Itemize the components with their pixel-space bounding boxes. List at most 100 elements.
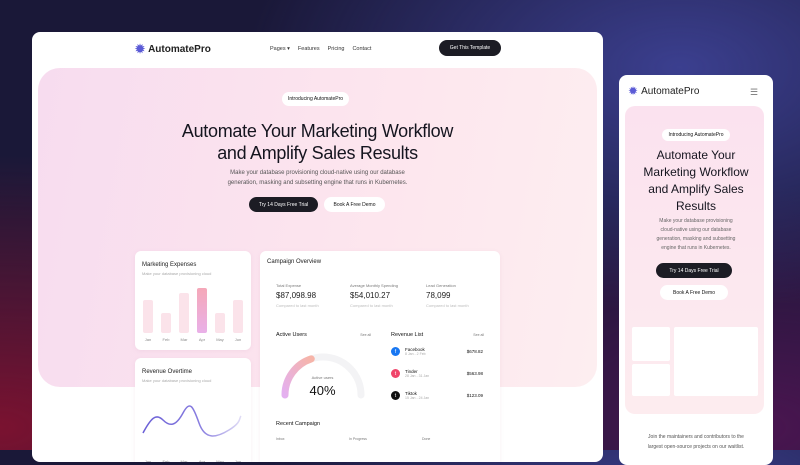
sub-line: Make your database provisioning	[659, 218, 733, 224]
month-label: May	[216, 337, 224, 342]
card-title: Marketing Expenses	[142, 262, 197, 268]
chevron-down-icon: ▾	[287, 46, 290, 52]
gauge-label: Active users	[311, 375, 334, 380]
revenue-dates: 15 Jan - 24 Jan	[405, 396, 430, 400]
revenue-amount: $123.09	[466, 393, 483, 398]
revenue-row[interactable]: t Tiktok 15 Jan - 24 Jan $123.09	[391, 391, 483, 400]
waitlist-text: Join the maintainers and contributors to…	[619, 432, 773, 452]
month-label: Apr	[198, 337, 206, 342]
month-label: Feb	[162, 337, 170, 342]
expense-bar	[215, 313, 225, 333]
expense-bar	[179, 293, 189, 333]
revenue-dates: 28 Jan - 31 Jan	[405, 374, 430, 378]
see-all-link[interactable]: See all	[473, 333, 484, 337]
get-template-button[interactable]: Get This Template	[439, 40, 501, 56]
stat-lead-generation: Lead Generation 78,099 Compared to last mo…	[426, 283, 469, 308]
stat-label: Total Expense	[276, 283, 302, 288]
month-label: Feb	[162, 459, 170, 462]
mobile-book-demo-button[interactable]: Book A Free Demo	[660, 285, 728, 300]
hamburger-menu-icon[interactable]: ☰	[750, 87, 759, 97]
month-label: Jan	[144, 459, 152, 462]
month-label: Mar	[180, 337, 188, 342]
stat-note: Compared to last month	[350, 303, 393, 308]
nav-label: Pages	[270, 46, 286, 52]
tiktok-icon: t	[391, 391, 400, 400]
free-trial-button[interactable]: Try 14 Days Free Trial	[249, 197, 318, 212]
revenue-amount: $678.82	[466, 349, 483, 354]
mini-expenses-card	[632, 327, 670, 361]
mobile-free-trial-button[interactable]: Try 14 Days Free Trial	[656, 263, 732, 278]
title-line: and Amplify Sales	[648, 182, 744, 196]
intro-badge: Introducing AutomatePro	[282, 92, 350, 106]
mobile-logo[interactable]: ✹ AutomatePro	[628, 84, 699, 98]
revenue-dates: 8 Jan - 2 Feb	[405, 352, 426, 356]
gear-logo-icon: ✹	[628, 84, 639, 98]
title-line: Automate Your Marketing Workflow	[181, 121, 454, 141]
month-label: May	[216, 459, 224, 462]
stat-total-expense: Total Expense $87,098.98 Compared to last …	[276, 283, 319, 308]
gear-logo-icon: ✹	[135, 42, 146, 56]
revenue-source: Tiktok	[405, 391, 417, 396]
mini-revenue-card	[632, 364, 670, 396]
tinder-icon: t	[391, 369, 400, 378]
navbar: ✹ AutomatePro Pages ▾ Features Pricing Co…	[32, 32, 603, 66]
sub-line: generation, masking and subsetting	[656, 236, 736, 242]
expense-bar	[143, 300, 153, 333]
nav-contact[interactable]: Contact	[352, 46, 372, 52]
stat-label: Lead Generation	[426, 283, 456, 288]
desktop-preview: ✹ AutomatePro Pages ▾ Features Pricing Co…	[32, 32, 603, 462]
active-users-gauge	[281, 353, 365, 399]
revenue-overtime-card: Revenue Overtime Make your database prov…	[135, 358, 251, 462]
mini-campaign-card	[674, 327, 758, 396]
stat-value: $54,010.27	[350, 291, 391, 300]
card-title: Campaign Overview	[267, 259, 322, 265]
month-label: Jun	[234, 459, 242, 462]
brand-name: AutomatePro	[641, 85, 700, 97]
revenue-line-chart	[142, 405, 242, 437]
marketing-expenses-card: Marketing Expenses Make your database pr…	[135, 251, 251, 350]
sub-line: engine that runs in Kubernetes.	[661, 245, 731, 251]
campaign-overview-card: Campaign Overview Total Expense $87,098.9…	[260, 251, 500, 462]
revenue-row[interactable]: f Facebook 8 Jan - 2 Feb $678.82	[391, 347, 483, 356]
panel-title: Revenue List	[391, 332, 424, 338]
recent-campaign-title: Recent Campaign	[276, 421, 321, 427]
stat-label: Average Monthly Spending	[350, 283, 398, 288]
month-label: Jun	[234, 337, 242, 342]
expense-bar	[161, 313, 171, 333]
nav-features[interactable]: Features	[297, 46, 320, 52]
active-users-panel: Active Users See all Active users 40%	[270, 325, 375, 411]
nav-pages[interactable]: Pages ▾	[270, 46, 290, 52]
revenue-list-panel: Revenue List See all f Facebook 8 Jan - 2 …	[385, 325, 490, 411]
title-line: Marketing Workflow	[643, 165, 749, 179]
stat-note: Compared to last month	[426, 303, 469, 308]
column-in-progress: In Progress	[349, 437, 367, 441]
mobile-hero-title: Automate Your Marketing Workflow and Ampli…	[619, 147, 773, 215]
footer-line: largest open-source projects on our wait…	[647, 444, 745, 450]
book-demo-button[interactable]: Book A Free Demo	[324, 197, 385, 212]
mobile-preview: ✹ AutomatePro ☰ Introducing AutomatePro A…	[619, 75, 773, 465]
facebook-icon: f	[391, 347, 400, 356]
intro-badge: Introducing AutomatePro	[662, 129, 730, 141]
stat-note: Compared to last month	[276, 303, 319, 308]
stat-value: 78,099	[426, 291, 451, 300]
title-line: Results	[675, 199, 716, 213]
card-subtitle: Make your database provisioning cloud	[142, 378, 212, 383]
sub-line: Make your database provisioning cloud-na…	[230, 170, 405, 176]
hero-title: Automate Your Marketing Workflow and Ampl…	[32, 120, 603, 164]
column-inbox: Inbox	[276, 437, 285, 441]
stat-avg-spending: Average Monthly Spending $54,010.27 Compar…	[350, 283, 398, 308]
see-all-link[interactable]: See all	[360, 333, 371, 337]
panel-title: Active Users	[276, 332, 307, 338]
revenue-row[interactable]: t Tinder 28 Jan - 31 Jan $563.98	[391, 369, 483, 378]
stat-value: $87,098.98	[276, 291, 317, 300]
expense-bar	[233, 300, 243, 333]
gauge-value: 40%	[309, 383, 336, 398]
logo[interactable]: ✹ AutomatePro	[135, 42, 211, 56]
month-label: Jan	[144, 337, 152, 342]
card-subtitle: Make your database provisioning cloud	[142, 271, 212, 276]
hero-subtitle: Make your database provisioning cloud-na…	[32, 168, 603, 188]
nav-pricing[interactable]: Pricing	[327, 46, 345, 52]
title-line: Automate Your	[656, 148, 736, 162]
footer-line: Join the maintainers and contributors to…	[648, 434, 744, 440]
revenue-amount: $563.98	[466, 371, 483, 376]
